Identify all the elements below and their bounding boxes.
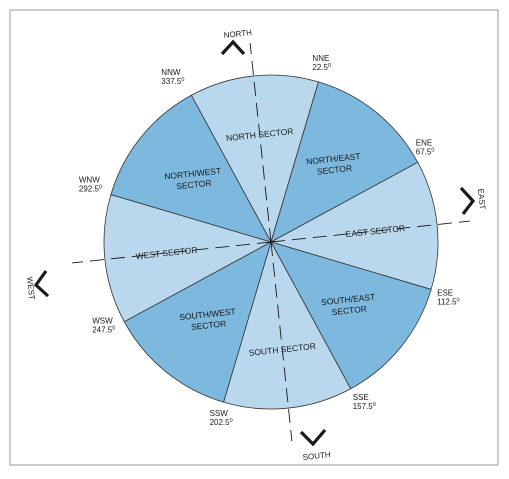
sector-north — [190, 74, 319, 244]
boundary-name: SSW — [210, 409, 229, 418]
south-axis — [270, 241, 293, 441]
boundary-degrees: 157.50 — [353, 402, 376, 411]
sectors — [103, 74, 439, 410]
sector-east — [269, 161, 439, 290]
west-arrow-icon — [33, 270, 50, 298]
sector-southeast — [270, 241, 432, 390]
sector-label-northwest: NORTH/WESTSECTOR — [164, 166, 223, 193]
sector-label-line: SECTOR — [331, 304, 367, 318]
boundary-degrees: 112.50 — [437, 297, 460, 306]
sector-south — [223, 240, 352, 410]
boundary-name: NNE — [312, 54, 329, 63]
boundary-degrees: 247.50 — [92, 326, 115, 335]
boundary-degrees: 292.50 — [79, 185, 102, 194]
boundary-degrees: 67.50 — [416, 147, 435, 156]
direction-axes — [72, 43, 470, 441]
sector-label-southwest: SOUTH/WESTSECTOR — [179, 306, 238, 333]
north-axis — [249, 43, 272, 243]
west-label: WEST — [25, 276, 36, 300]
boundary-name: WNW — [79, 176, 100, 185]
boundary-degrees: 22.50 — [312, 63, 331, 72]
sector-label-northeast: NORTH/EASTSECTOR — [306, 151, 363, 178]
sector-northeast — [270, 81, 419, 243]
sector-label-line: SECTOR — [176, 178, 212, 192]
sector-southwest — [123, 241, 272, 403]
frame — [9, 9, 499, 466]
south-arrow-icon — [299, 428, 327, 447]
sector-west — [103, 194, 273, 323]
boundary-name: NNW — [161, 68, 181, 77]
boundary-name: ENE — [416, 138, 432, 147]
sector-label-line: SECTOR — [191, 318, 227, 332]
sector-northwest — [110, 94, 272, 243]
boundary-name: SSE — [353, 393, 369, 402]
sector-label-line: SECTOR — [316, 163, 352, 177]
east-label: EAST — [476, 188, 487, 210]
sector-label-southeast: SOUTH/EASTSECTOR — [321, 292, 377, 319]
north-arrow-icon — [220, 39, 246, 56]
boundary-degrees: 337.50 — [161, 77, 184, 86]
north-label: NORTH — [223, 28, 252, 40]
east-arrow-icon — [459, 186, 476, 215]
boundary-name: ESE — [437, 288, 453, 297]
boundary-degrees: 202.50 — [210, 418, 233, 427]
south-label: SOUTH — [302, 450, 331, 462]
east-axis — [270, 220, 470, 243]
west-axis — [72, 241, 272, 264]
boundary-name: WSW — [92, 317, 113, 326]
